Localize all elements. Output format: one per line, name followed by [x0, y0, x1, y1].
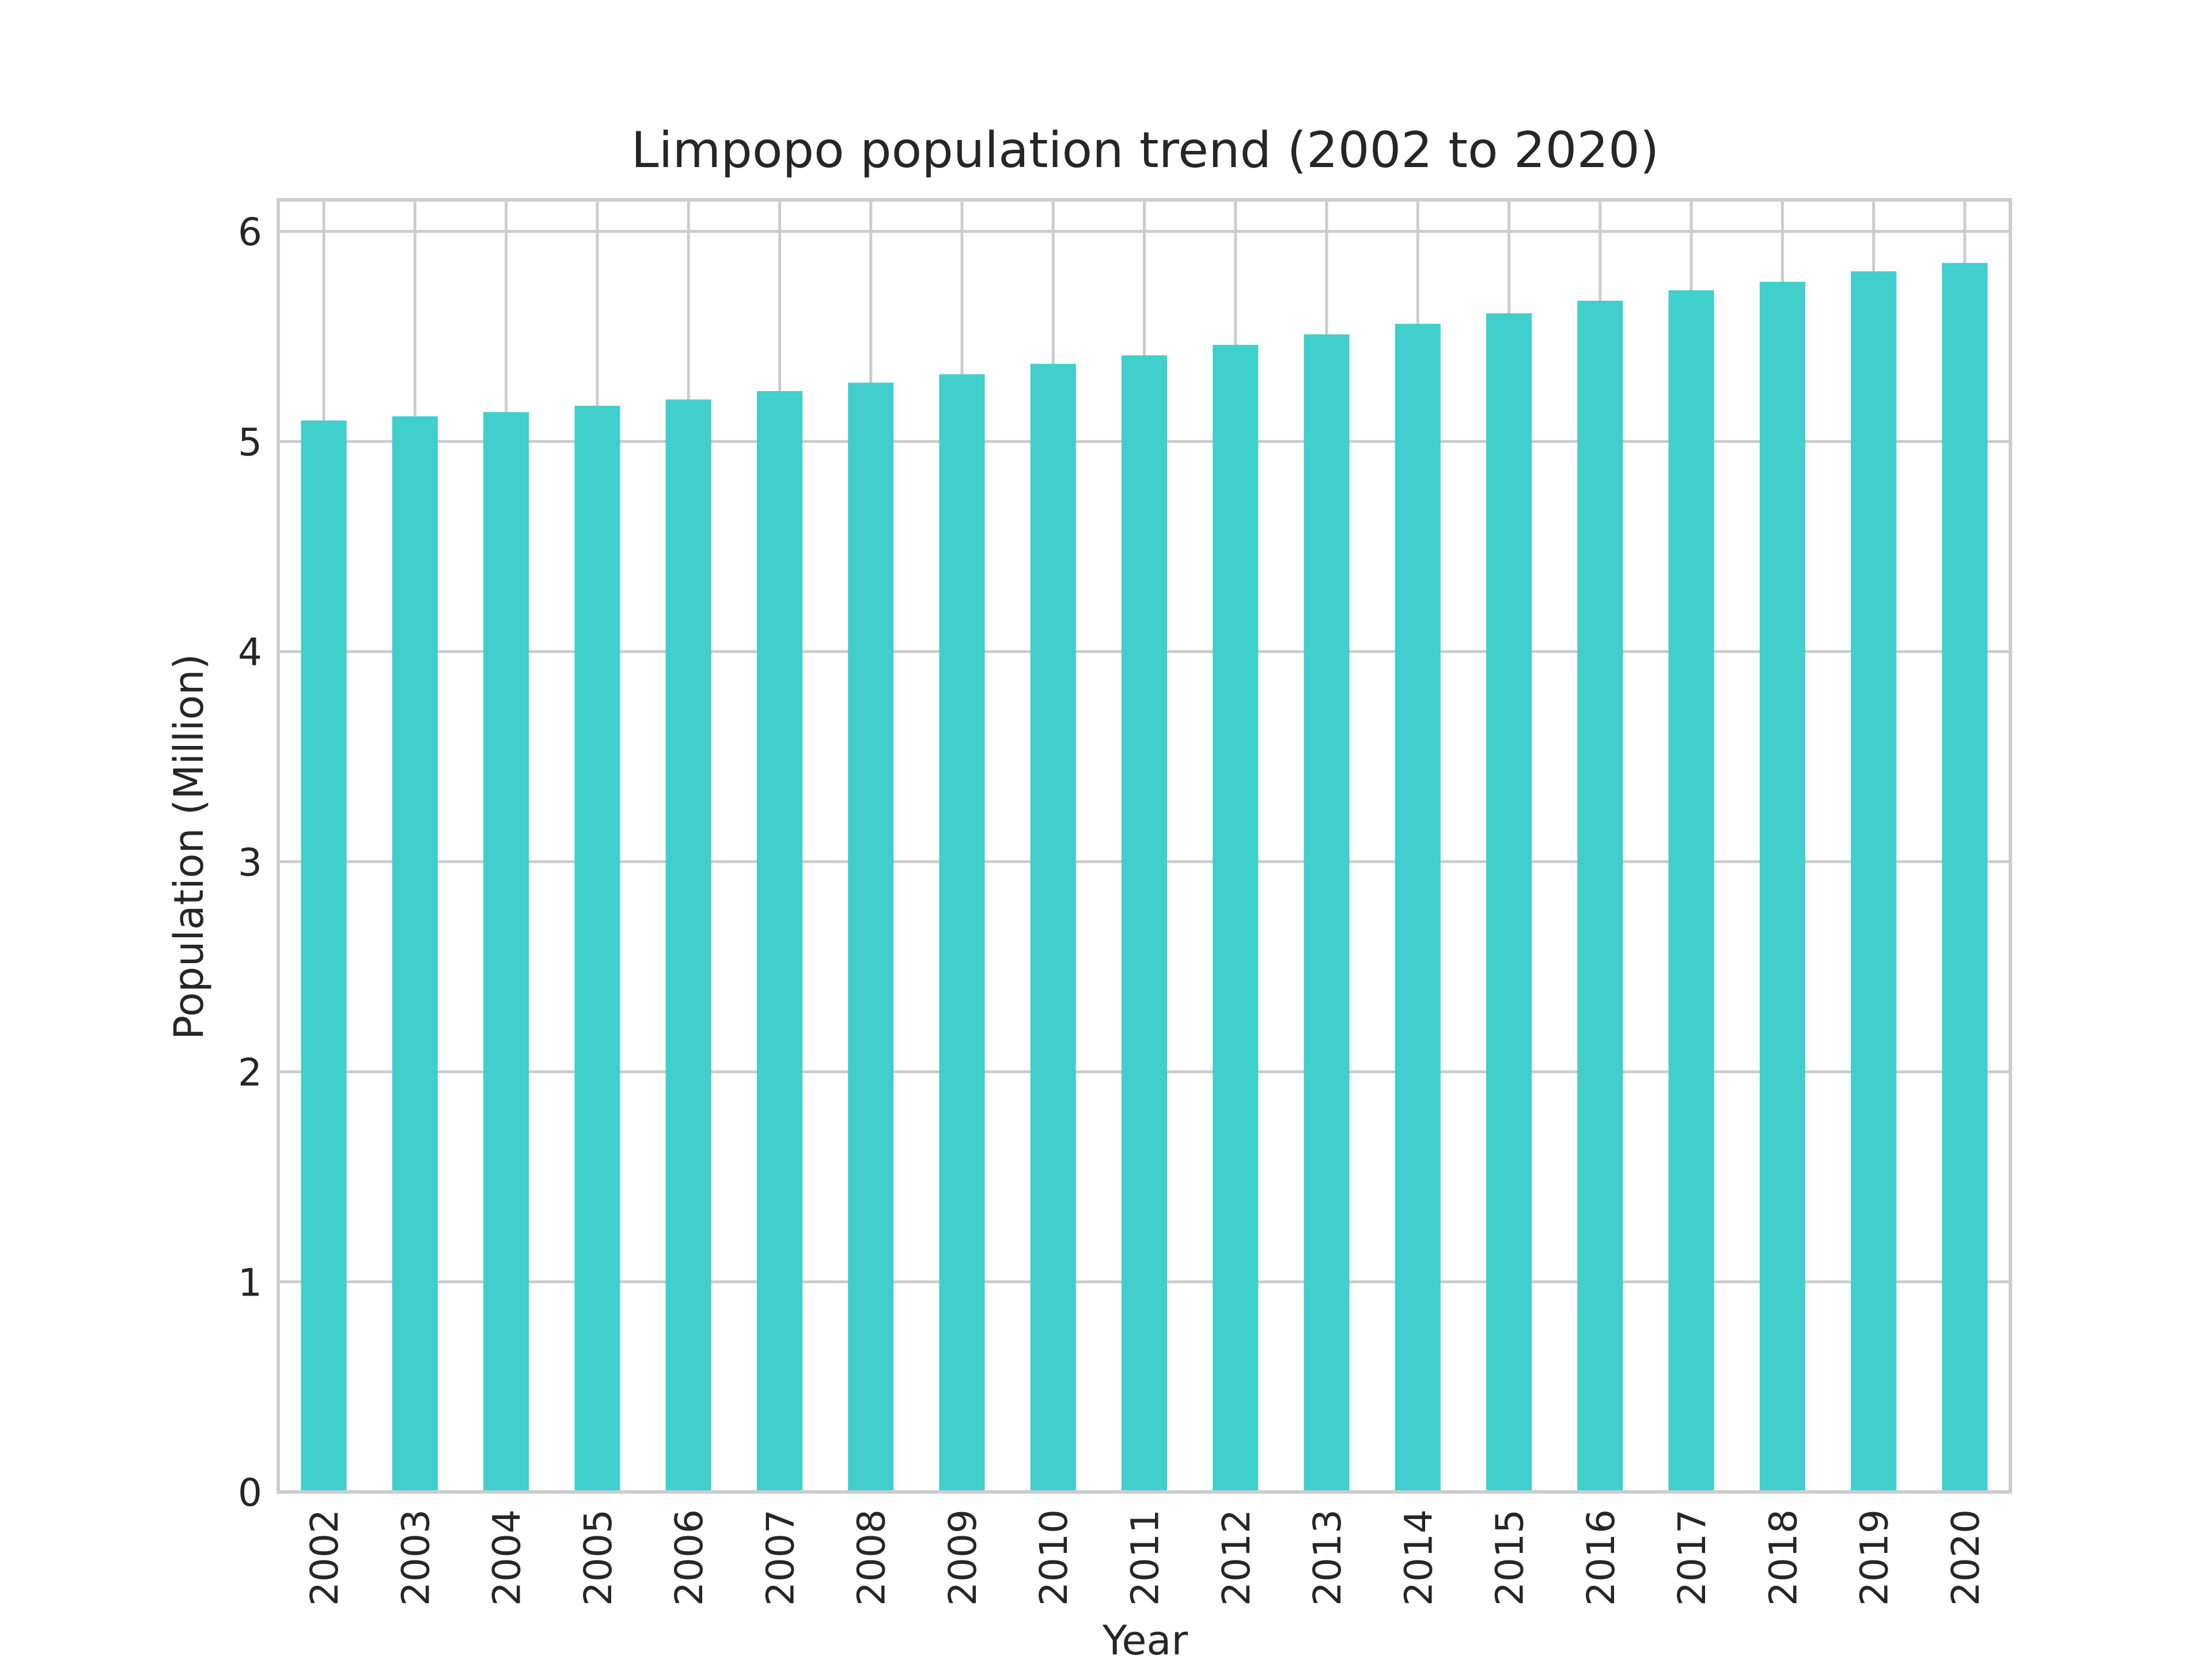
- y-tick-label: 1: [238, 1260, 262, 1305]
- bar-2002: [301, 420, 347, 1493]
- bar-2008: [848, 382, 894, 1492]
- x-tick-label: 2008: [850, 1509, 894, 1606]
- bar-2005: [574, 406, 620, 1492]
- y-tick-label: 3: [238, 840, 262, 885]
- bar-2020: [1942, 263, 1988, 1493]
- y-tick-labels: 0 1 2 3 4 5 6: [238, 210, 262, 1515]
- bars: [301, 263, 1988, 1493]
- x-tick-label: 2018: [1761, 1509, 1805, 1606]
- bar-2007: [756, 391, 803, 1492]
- bar-2003: [392, 416, 438, 1492]
- x-tick-label: 2012: [1214, 1509, 1259, 1606]
- x-tick-label: 2004: [485, 1509, 529, 1606]
- bar-2017: [1668, 290, 1714, 1492]
- x-tick-label: 2013: [1305, 1509, 1350, 1606]
- x-tick-label: 2015: [1488, 1509, 1532, 1606]
- bar-2010: [1030, 363, 1076, 1492]
- y-tick-label: 0: [238, 1471, 262, 1515]
- x-tick-label: 2006: [667, 1509, 711, 1606]
- x-tick-label: 2005: [576, 1509, 620, 1606]
- bar-2018: [1759, 282, 1805, 1492]
- bar-2014: [1395, 324, 1441, 1492]
- y-tick-label: 2: [238, 1051, 262, 1095]
- plot-frame: [276, 198, 2012, 1494]
- x-tick-label: 2003: [393, 1509, 438, 1606]
- x-tick-label: 2002: [302, 1509, 347, 1606]
- bar-2013: [1304, 334, 1350, 1492]
- x-tick-label: 2014: [1396, 1509, 1441, 1606]
- bar-2016: [1577, 301, 1623, 1492]
- x-tick-label: 2020: [1944, 1509, 1988, 1606]
- x-tick-label: 2017: [1670, 1509, 1714, 1606]
- y-tick-label: 5: [238, 420, 262, 464]
- chart-title: Limpopo population trend (2002 to 2020): [631, 122, 1660, 179]
- x-tick-label: 2011: [1123, 1509, 1168, 1606]
- x-tick-label: 2016: [1579, 1509, 1623, 1606]
- y-tick-label: 4: [238, 630, 262, 675]
- x-tick-label: 2010: [1032, 1509, 1076, 1606]
- y-axis-label: Population (Million): [165, 654, 213, 1040]
- x-tick-labels: 2002 2003 2004 2005 2006 2007 2008 2009 2010 2011…: [302, 1509, 1988, 1606]
- bar-2011: [1121, 355, 1168, 1492]
- x-tick-label: 2019: [1853, 1509, 1897, 1606]
- x-tick-label: 2009: [941, 1509, 985, 1606]
- bar-2012: [1213, 344, 1259, 1492]
- bar-2019: [1851, 271, 1897, 1493]
- bar-2006: [665, 399, 711, 1492]
- x-tick-label: 2007: [758, 1509, 802, 1606]
- bar-2009: [939, 374, 985, 1492]
- bar-2004: [483, 412, 529, 1493]
- x-axis-label: Year: [1102, 1617, 1188, 1659]
- y-tick-label: 6: [238, 210, 262, 255]
- bar-2015: [1486, 313, 1532, 1493]
